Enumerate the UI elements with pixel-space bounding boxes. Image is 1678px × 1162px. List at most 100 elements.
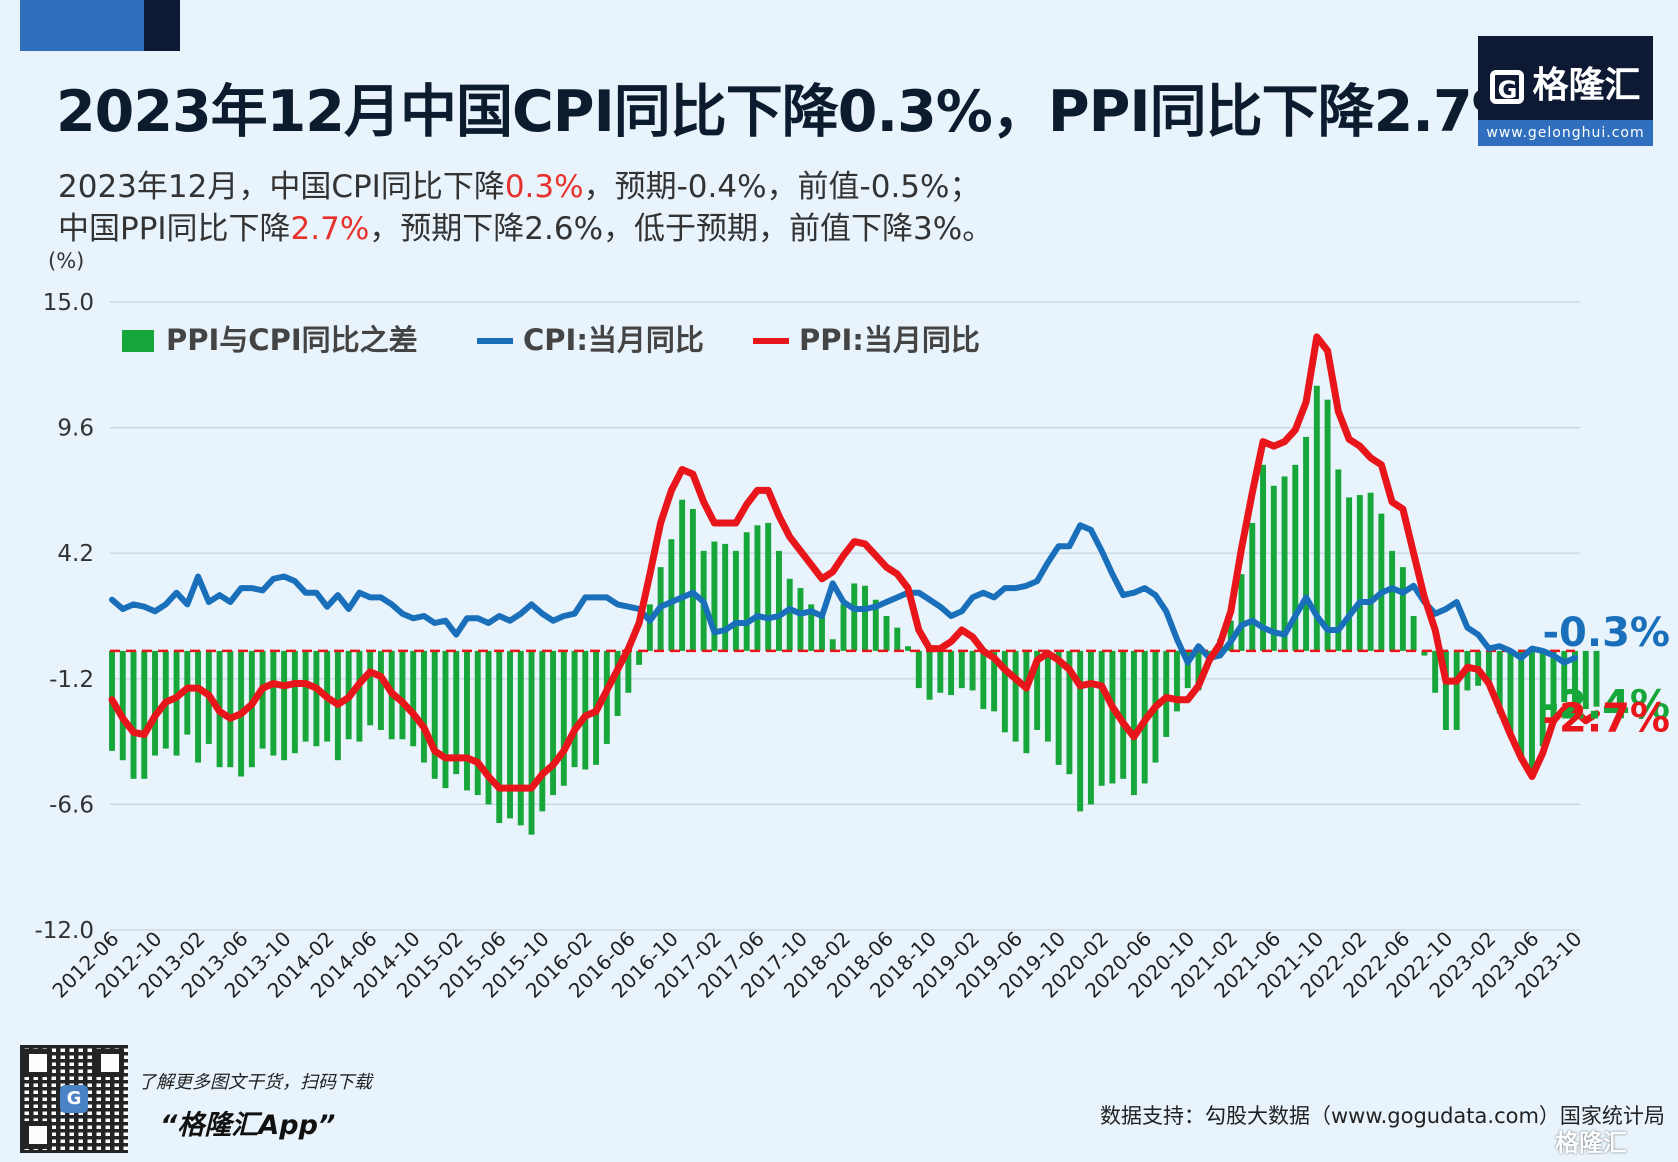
legend-label: CPI:当月同比 — [523, 323, 704, 357]
diff-bar — [421, 650, 427, 763]
diff-bar — [1001, 650, 1008, 733]
subtitle-1-highlight: 0.3% — [504, 169, 584, 205]
legend-swatch — [122, 330, 154, 352]
diff-bar — [377, 650, 384, 730]
diff-bar — [1023, 650, 1030, 754]
y-tick-label: 9.6 — [57, 416, 94, 442]
diff-bar — [442, 650, 449, 789]
diff-bar — [1087, 650, 1094, 805]
series-lines — [108, 333, 1600, 792]
end-labels: -0.3% -2.4%-2.7% — [1542, 610, 1670, 742]
diff-bar — [1313, 385, 1320, 651]
diff-bar — [1421, 650, 1428, 656]
logo-url: www.gelonghui.com — [1478, 120, 1653, 146]
header-accent-dark — [144, 0, 180, 51]
diff-bar — [754, 525, 761, 651]
diff-bar — [571, 650, 578, 768]
y-tick-label: -6.6 — [49, 792, 94, 818]
diff-bar — [1292, 464, 1299, 651]
subtitle-line-2: 中国PPI同比下降2.7%，预期下降2.6%，低于预期，前值下降3%。 — [58, 203, 993, 248]
y-axis: 15.0 9.6 4.2 -1.2 -6.6 -12.0 — [34, 290, 94, 944]
diff-bar — [539, 650, 546, 812]
diff-bar — [819, 613, 825, 651]
subtitle-2-b: ，预期下降2.6%，低于预期，前值下降3%。 — [369, 211, 994, 247]
ppi-line — [108, 333, 1600, 792]
qr-code: G — [20, 1045, 128, 1153]
diff-bar — [1593, 650, 1600, 707]
diff-bar — [711, 541, 718, 651]
page-title: 2023年12月中国CPI同比下降0.3%，PPI同比下降2.7% — [56, 79, 1529, 145]
chart: 15.0 9.6 4.2 -1.2 -6.6 -12.0 (%) 2012-062012-… — [34, 249, 1670, 1003]
diff-bar — [496, 650, 503, 824]
diff-bar — [141, 650, 148, 779]
end-label: -2.7% — [1542, 696, 1670, 742]
legend-label: PPI与CPI同比之差 — [166, 323, 418, 357]
diff-bar — [1389, 550, 1396, 651]
diff-bar — [948, 650, 955, 696]
diff-bar — [119, 650, 126, 761]
diff-bar — [646, 604, 653, 651]
diff-bar — [507, 650, 513, 819]
y-tick-label: -1.2 — [49, 667, 94, 693]
diff-bar — [808, 604, 815, 651]
legend: PPI与CPI同比之差 CPI:当月同比 PPI:当月同比 — [122, 323, 980, 357]
diff-bar — [291, 650, 298, 754]
diff-bar — [851, 583, 858, 651]
diff-bar — [1453, 650, 1460, 730]
diff-bar — [722, 543, 729, 651]
diff-bar — [786, 578, 793, 651]
diff-bar — [1249, 522, 1256, 651]
diff-bar — [1066, 650, 1073, 775]
diff-bar — [1044, 650, 1051, 742]
diff-bar — [625, 650, 632, 693]
logo-brand: G 格隆汇 — [1478, 56, 1653, 108]
diff-bar — [130, 650, 137, 779]
end-label: -2.4% — [1542, 683, 1670, 729]
end-label: -0.3% — [1542, 610, 1670, 656]
diff-bar — [227, 650, 234, 768]
diff-bar — [195, 650, 202, 763]
diff-bar — [1109, 650, 1116, 784]
diff-bar — [743, 532, 750, 651]
diff-bar — [1507, 650, 1514, 735]
diff-bar — [1034, 650, 1041, 730]
diff-bar — [1281, 476, 1288, 651]
qr-corner-bl — [24, 1121, 52, 1149]
diff-bar — [797, 588, 804, 651]
diff-bar — [1077, 650, 1084, 812]
diff-bar — [1120, 650, 1127, 779]
diff-bar — [1303, 436, 1310, 651]
subtitle-2-a: 中国PPI同比下降 — [58, 211, 291, 247]
diff-bars — [109, 385, 1600, 835]
diff-bar — [1098, 650, 1105, 786]
diff-bar — [1410, 616, 1417, 651]
qr-caption: 了解更多图文干货，扫码下载 — [138, 1072, 372, 1093]
diff-bar — [872, 599, 879, 651]
diff-bar — [1055, 650, 1062, 765]
diff-bar — [1238, 574, 1245, 651]
diff-bar — [453, 650, 460, 775]
diff-bar — [1529, 650, 1535, 777]
diff-bar — [302, 650, 309, 742]
y-tick-label: 4.2 — [57, 541, 94, 567]
diff-bar — [894, 627, 901, 651]
diff-bar — [1195, 650, 1202, 691]
diff-bar — [1432, 650, 1439, 693]
diff-bar — [958, 650, 965, 689]
diff-bar — [614, 650, 621, 717]
diff-bar — [679, 499, 686, 651]
diff-bar — [399, 650, 406, 740]
corner-watermark: 格隆汇 — [1555, 1129, 1627, 1157]
diff-bar — [1227, 620, 1234, 651]
diff-bar — [281, 650, 288, 761]
diff-bar — [829, 639, 836, 651]
header-accent-blue — [20, 0, 144, 51]
qr-corner-tr — [96, 1049, 124, 1077]
diff-bar — [689, 509, 696, 651]
diff-bar — [980, 650, 987, 710]
logo-brand-text: 格隆汇 — [1532, 65, 1641, 106]
diff-bar — [905, 646, 912, 651]
qr-logo-icon: G — [60, 1085, 88, 1113]
diff-bar — [1367, 492, 1374, 651]
diff-bar — [937, 650, 944, 693]
